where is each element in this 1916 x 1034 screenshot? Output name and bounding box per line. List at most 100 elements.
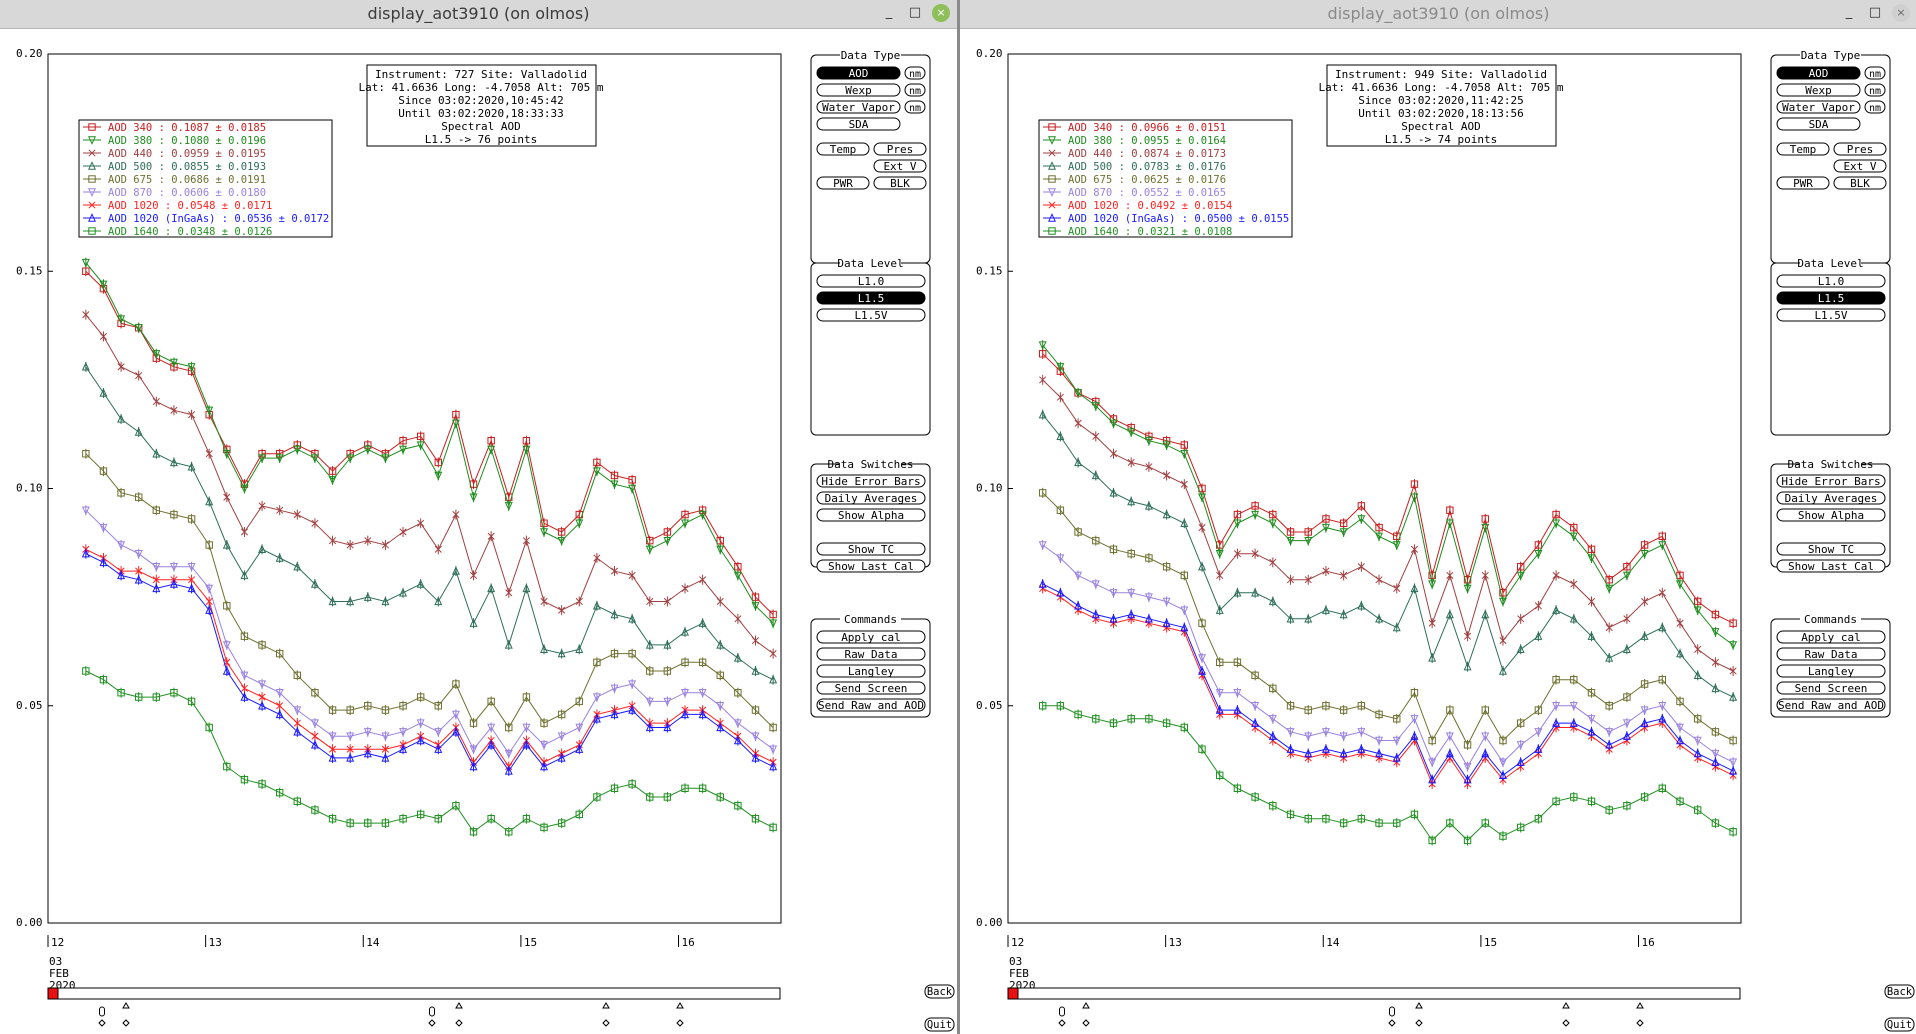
panel-button-show-alpha[interactable]: Show Alpha: [816, 508, 926, 522]
panel-button-l1-5v[interactable]: L1.5V: [816, 308, 926, 322]
data-point: [1180, 480, 1188, 488]
panel-button-langley[interactable]: Langley: [1776, 664, 1886, 678]
data-point: [1569, 532, 1578, 542]
nm-unit-button[interactable]: nm: [1864, 100, 1886, 114]
quit-button[interactable]: Quit: [1884, 1017, 1915, 1032]
panel-button-apply-cal[interactable]: Apply cal: [816, 630, 926, 644]
data-point: [628, 649, 636, 658]
nm-unit-button[interactable]: nm: [904, 83, 926, 97]
timeline-scrollbar[interactable]: [47, 987, 781, 1000]
data-point: [1180, 518, 1189, 527]
timeline-thumb[interactable]: [47, 987, 59, 1000]
panel-button-water-vapor[interactable]: Water Vapor: [1776, 100, 1861, 114]
data-point: [134, 324, 143, 333]
panel-button-pres[interactable]: Pres: [873, 142, 927, 156]
panel-button-blk[interactable]: BLK: [873, 176, 927, 190]
maximize-button[interactable]: □: [908, 5, 922, 20]
button-shape: [1864, 100, 1886, 114]
legend-entry: AOD 870 : 0.0552 ± 0.0165: [1068, 187, 1226, 199]
panel-button-aod[interactable]: AOD: [1776, 66, 1861, 80]
data-point: [1516, 563, 1525, 571]
timeline-thumb[interactable]: [1007, 987, 1019, 1000]
data-point: [328, 706, 337, 714]
button-shape: [1776, 291, 1886, 305]
series-line: [85, 262, 774, 624]
nm-unit-button[interactable]: nm: [1864, 66, 1886, 80]
data-point: [1498, 770, 1507, 779]
data-point: [1251, 510, 1260, 520]
panel-button-l1-5v[interactable]: L1.5V: [1776, 308, 1886, 322]
panel-button-send-screen[interactable]: Send Screen: [1776, 681, 1886, 695]
data-point: [1339, 528, 1348, 537]
panel-button-pwr[interactable]: PWR: [816, 176, 870, 190]
data-point: [152, 506, 161, 514]
data-point: [645, 722, 654, 732]
minimize-button[interactable]: _: [885, 5, 893, 20]
panel-button-temp[interactable]: Temp: [816, 142, 870, 156]
panel-button-apply-cal[interactable]: Apply cal: [1776, 630, 1886, 644]
panel-button-l1-5[interactable]: L1.5: [1776, 291, 1886, 305]
button-shape: [816, 176, 870, 190]
data-point: [169, 358, 178, 368]
panel-button-show-last-cal[interactable]: Show Last Cal: [1776, 559, 1886, 573]
panel-button-wexp[interactable]: Wexp: [816, 83, 901, 97]
data-point: [1198, 561, 1206, 571]
title-bar[interactable]: display_aot3910 (on olmos) _ □ ×: [960, 0, 1916, 29]
panel-button-hide-error-bars[interactable]: Hide Error Bars: [816, 474, 926, 488]
panel-button-raw-data[interactable]: Raw Data: [816, 647, 926, 661]
close-button[interactable]: ×: [1892, 4, 1910, 22]
panel-button-l1-0[interactable]: L1.0: [816, 274, 926, 288]
button-shape: [1884, 1017, 1915, 1032]
panel-button-wexp[interactable]: Wexp: [1776, 83, 1861, 97]
panel-button-daily-averages[interactable]: Daily Averages: [816, 491, 926, 505]
close-button[interactable]: ×: [932, 4, 950, 22]
minimize-button[interactable]: _: [1845, 5, 1853, 20]
panel-button-show-tc[interactable]: Show TC: [1776, 542, 1886, 556]
data-point: [1127, 428, 1136, 437]
timeline-scrollbar[interactable]: [1007, 987, 1741, 1000]
panel-button-l1-5[interactable]: L1.5: [816, 291, 926, 305]
quit-button[interactable]: Quit: [924, 1017, 955, 1032]
title-bar[interactable]: display_aot3910 (on olmos) _ □ ×: [0, 0, 957, 29]
data-point: [275, 788, 284, 797]
data-point: [1091, 580, 1100, 589]
panel-button-langley[interactable]: Langley: [816, 664, 926, 678]
nm-unit-button[interactable]: nm: [904, 66, 926, 80]
series-line: [85, 548, 774, 768]
maximize-button[interactable]: □: [1868, 5, 1882, 20]
panel-button-hide-error-bars[interactable]: Hide Error Bars: [1776, 474, 1886, 488]
panel-button-show-tc[interactable]: Show TC: [816, 542, 926, 556]
panel-button-daily-averages[interactable]: Daily Averages: [1776, 491, 1886, 505]
panel-button-sda[interactable]: SDA: [816, 117, 901, 131]
panel-button-aod[interactable]: AOD: [816, 66, 901, 80]
nm-unit-button[interactable]: nm: [904, 100, 926, 114]
panel-button-blk[interactable]: BLK: [1833, 176, 1887, 190]
panel-button-temp[interactable]: Temp: [1776, 142, 1830, 156]
panel-button-send-screen[interactable]: Send Screen: [816, 681, 926, 695]
nm-unit-button[interactable]: nm: [1864, 83, 1886, 97]
panel-button-water-vapor[interactable]: Water Vapor: [816, 100, 901, 114]
data-point: [1321, 728, 1330, 737]
data-point: [1463, 584, 1472, 594]
panel-button-raw-data[interactable]: Raw Data: [1776, 647, 1886, 661]
panel-button-sda[interactable]: SDA: [1776, 117, 1861, 131]
panel-button-show-last-cal[interactable]: Show Last Cal: [816, 559, 926, 573]
panel-button-pres[interactable]: Pres: [1833, 142, 1887, 156]
back-button[interactable]: Back: [924, 984, 955, 999]
x-tick-label: 13: [1169, 936, 1182, 949]
data-point: [1729, 692, 1738, 701]
timeline-marker: [1562, 1002, 1570, 1027]
panel-button-l1-0[interactable]: L1.0: [1776, 274, 1886, 288]
panel-button-ext-v[interactable]: Ext V: [1833, 159, 1887, 173]
panel-button-pwr[interactable]: PWR: [1776, 176, 1830, 190]
panel-button-show-alpha[interactable]: Show Alpha: [1776, 508, 1886, 522]
series-aod-870: [1038, 539, 1738, 772]
panel-button-send-raw-and-aod[interactable]: Send Raw and AOD: [1776, 698, 1886, 712]
panel-button-ext-v[interactable]: Ext V: [873, 159, 927, 173]
button-shape: [1776, 66, 1861, 80]
back-button[interactable]: Back: [1884, 984, 1915, 999]
button-label: Show Alpha: [1798, 509, 1864, 522]
button-shape: [873, 159, 927, 173]
data-point: [1463, 836, 1472, 845]
panel-button-send-raw-and-aod[interactable]: Send Raw and AOD: [816, 698, 926, 712]
